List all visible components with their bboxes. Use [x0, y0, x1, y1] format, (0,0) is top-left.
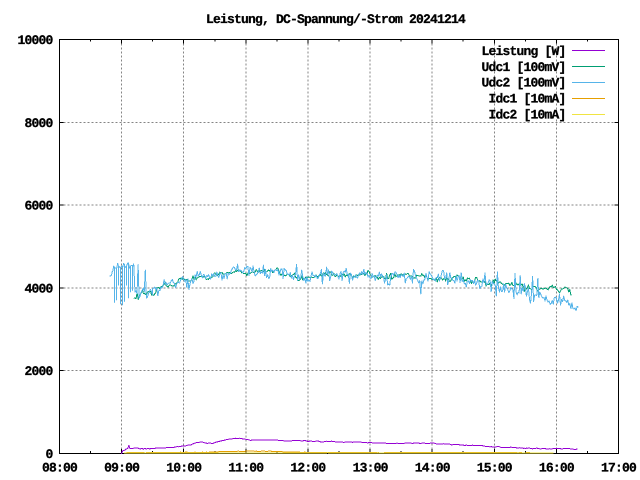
svg-text:Idc1 [10mA]: Idc1 [10mA] [488, 92, 565, 107]
svg-text:Udc2 [100mV]: Udc2 [100mV] [481, 76, 565, 91]
svg-text:13:00: 13:00 [353, 461, 389, 476]
svg-text:Leistung, DC-Spannung/-Strom 2: Leistung, DC-Spannung/-Strom 20241214 [206, 12, 466, 27]
svg-text:Udc1 [100mV]: Udc1 [100mV] [481, 60, 565, 75]
svg-text:17:00: 17:00 [601, 461, 637, 476]
svg-text:Leistung [W]: Leistung [W] [481, 44, 565, 59]
svg-text:14:00: 14:00 [415, 461, 451, 476]
svg-text:15:00: 15:00 [477, 461, 513, 476]
svg-text:2000: 2000 [24, 364, 53, 379]
svg-text:0: 0 [45, 447, 53, 462]
svg-text:6000: 6000 [24, 199, 53, 214]
svg-text:10000: 10000 [17, 33, 53, 48]
svg-text:Idc2 [10mA]: Idc2 [10mA] [488, 108, 565, 123]
svg-text:16:00: 16:00 [539, 461, 575, 476]
svg-text:11:00: 11:00 [228, 461, 264, 476]
svg-text:08:00: 08:00 [42, 461, 78, 476]
svg-text:09:00: 09:00 [104, 461, 140, 476]
svg-text:8000: 8000 [24, 116, 53, 131]
svg-text:10:00: 10:00 [166, 461, 202, 476]
svg-text:12:00: 12:00 [290, 461, 326, 476]
svg-text:4000: 4000 [24, 281, 53, 296]
